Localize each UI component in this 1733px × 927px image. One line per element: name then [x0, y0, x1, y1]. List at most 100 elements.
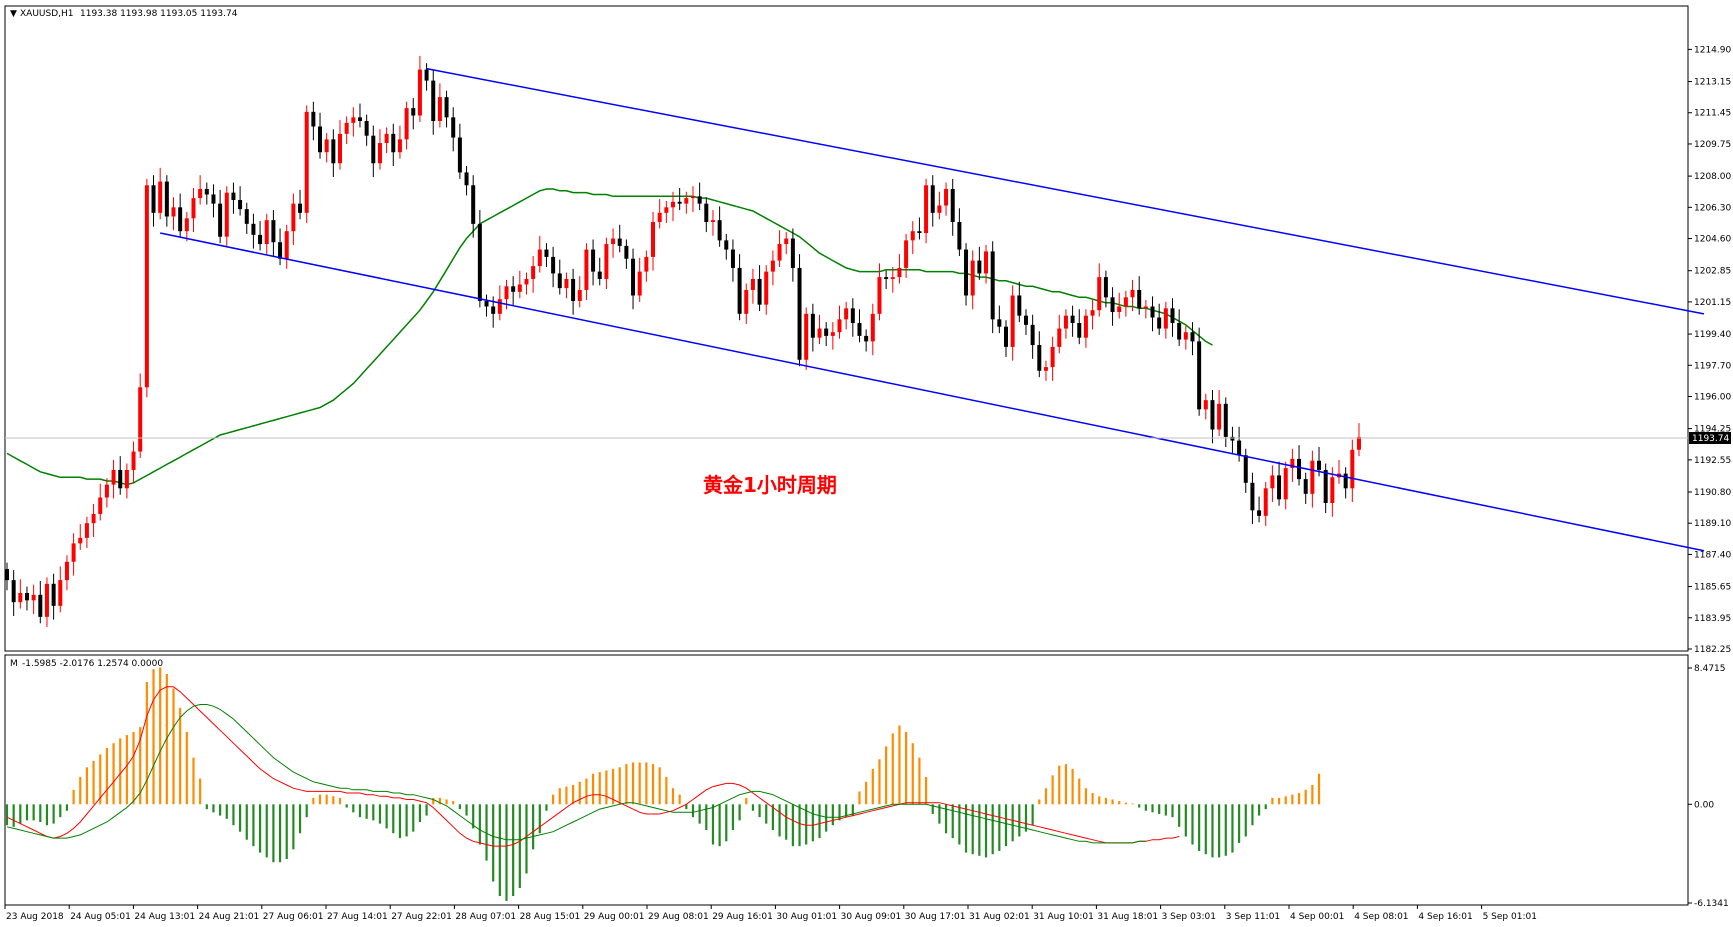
- candle-body: [1130, 289, 1135, 298]
- time-tick-label: 31 Aug 18:01: [1097, 912, 1158, 922]
- bull-candle: [690, 186, 695, 212]
- candle-body: [224, 192, 229, 237]
- price-tick-label: 1185.65: [1694, 583, 1731, 593]
- current-price-tag: [1689, 431, 1731, 444]
- candle-body: [997, 319, 1002, 327]
- candle-body: [431, 80, 436, 122]
- price-tick-label: 1201.15: [1694, 298, 1731, 308]
- candle-body: [1117, 306, 1122, 313]
- bear-candle: [1077, 309, 1082, 345]
- bull-candle: [531, 255, 536, 293]
- candle-body: [504, 286, 509, 300]
- bull-candle: [710, 210, 715, 236]
- candle-body: [331, 139, 336, 164]
- bull-candle: [1183, 325, 1188, 350]
- candle-body: [717, 220, 722, 241]
- candle-body: [231, 192, 236, 200]
- bull-candle: [377, 129, 382, 170]
- bull-candle: [644, 250, 649, 282]
- bear-candle: [1023, 309, 1028, 335]
- candle-body: [1157, 317, 1162, 329]
- bull-candle: [98, 483, 103, 521]
- price-tick-label: 1209.75: [1694, 140, 1731, 150]
- candle-body: [158, 181, 163, 213]
- bear-candle: [251, 213, 256, 249]
- bull-candle: [1010, 285, 1015, 361]
- candle-body: [1177, 323, 1182, 340]
- macd-header-values: -1.5985 -2.0176 1.2574 0.0000: [22, 659, 163, 669]
- time-tick-label: 4 Sep 16:01: [1418, 912, 1472, 922]
- collapse-triangle-icon[interactable]: ▼: [10, 9, 17, 19]
- bull-candle: [1090, 300, 1095, 330]
- bull-candle: [637, 257, 642, 302]
- bull-candle: [124, 463, 129, 499]
- bear-candle: [1257, 496, 1262, 523]
- bear-candle: [797, 254, 802, 367]
- bull-candle: [1203, 393, 1208, 420]
- bull-candle: [1050, 336, 1055, 381]
- candle-body: [371, 135, 376, 164]
- candle-body: [1197, 341, 1202, 410]
- bear-candle: [1110, 287, 1115, 326]
- candle-body: [1283, 468, 1288, 500]
- candle-body: [1317, 460, 1322, 470]
- bear-candle: [737, 254, 742, 321]
- candle-body: [164, 181, 169, 217]
- bull-candle: [604, 237, 609, 290]
- candle-body: [824, 328, 829, 336]
- candle-body: [677, 201, 682, 204]
- time-tick-label: 3 Sep 11:01: [1226, 912, 1280, 922]
- bear-candle: [571, 268, 576, 315]
- candle-body: [950, 188, 955, 223]
- candle-body: [424, 69, 429, 81]
- bear-candle: [218, 189, 223, 244]
- candle-body: [544, 249, 549, 257]
- bull-candle: [1143, 300, 1148, 319]
- bear-candle: [697, 182, 702, 211]
- candle-body: [777, 244, 782, 261]
- candle-body: [1137, 289, 1142, 309]
- bear-candle: [677, 188, 682, 211]
- bull-candle: [1310, 450, 1315, 508]
- candle-body: [930, 185, 935, 213]
- candle-body: [1183, 332, 1188, 340]
- candle-body: [690, 196, 695, 199]
- bull-candle: [71, 533, 76, 576]
- candle-body: [118, 469, 123, 489]
- candle-body: [1310, 460, 1315, 494]
- bear-candle: [484, 294, 489, 317]
- candle-body: [1123, 297, 1128, 307]
- symbol-label: XAUUSD,H1: [20, 9, 74, 19]
- candle-body: [1250, 482, 1255, 511]
- candle-body: [31, 594, 36, 601]
- candle-body: [537, 249, 542, 267]
- time-tick-label: 31 Aug 10:01: [1033, 912, 1094, 922]
- macd-tick-label: -6.1341: [1694, 899, 1729, 909]
- candle-body: [318, 126, 323, 153]
- bear-candle: [957, 208, 962, 256]
- candle-body: [770, 260, 775, 272]
- macd-axis: 8.4715 0.00 -6.1341: [1688, 664, 1729, 909]
- time-tick-label: 23 Aug 2018: [6, 912, 64, 922]
- bear-candle: [997, 305, 1002, 334]
- candle-body: [790, 238, 795, 268]
- candle-body: [1090, 310, 1095, 316]
- bear-candle: [557, 259, 562, 295]
- candle-body: [264, 220, 269, 245]
- bull-candle: [1350, 439, 1355, 503]
- candle-body: [71, 543, 76, 562]
- bear-candle: [930, 175, 935, 227]
- candle-body: [1330, 477, 1335, 503]
- bear-candle: [1223, 397, 1228, 447]
- macd-panel: [4, 654, 1689, 906]
- ohlc-header: 1193.38 1193.98 1193.05 1193.74: [80, 9, 238, 19]
- bear-candle: [624, 239, 629, 269]
- bull-candle: [1130, 279, 1135, 312]
- bear-candle: [244, 202, 249, 234]
- bear-candle: [24, 586, 29, 611]
- bear-candle: [1017, 281, 1022, 323]
- bear-candle: [178, 193, 183, 238]
- bear-candle: [1004, 320, 1008, 357]
- time-tick-label: 30 Aug 01:01: [776, 912, 837, 922]
- bear-candle: [38, 581, 43, 624]
